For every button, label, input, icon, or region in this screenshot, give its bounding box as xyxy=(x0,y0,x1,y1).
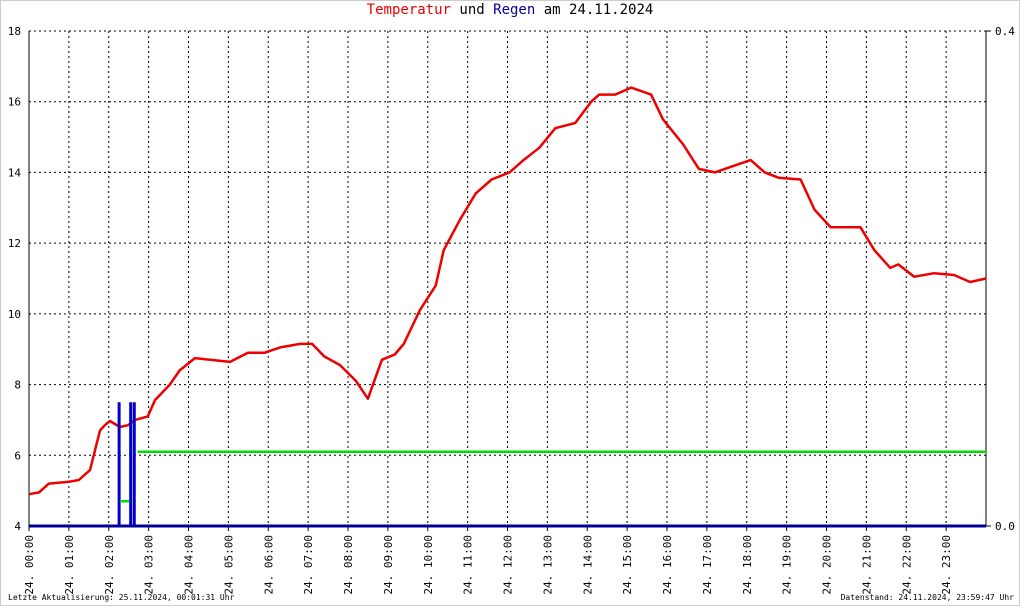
x-tick-label: 24. 10:00 xyxy=(422,535,435,595)
y-tick-label: 16 xyxy=(8,96,21,109)
x-tick-label: 24. 15:00 xyxy=(621,535,634,595)
y-tick-label: 8 xyxy=(14,379,21,392)
y-tick-label: 18 xyxy=(8,25,21,38)
title-part: Temperatur xyxy=(367,2,451,18)
y2-tick-label: 0.4 xyxy=(995,25,1015,38)
x-tick-label: 24. 20:00 xyxy=(821,535,834,595)
chart-title: Temperatur und Regen am 24.11.2024 xyxy=(367,2,654,18)
footer-left: Letzte Aktualisierung: 25.11.2024, 00:01… xyxy=(8,593,235,602)
y-tick-label: 4 xyxy=(14,520,21,533)
title-part: am 24.11.2024 xyxy=(544,2,654,18)
footer-right: Datenstand: 24.11.2024, 23:59:47 Uhr xyxy=(841,593,1015,602)
x-tick-label: 24. 13:00 xyxy=(541,535,554,595)
x-tick-label: 24. 01:00 xyxy=(63,535,76,595)
x-tick-label: 24. 14:00 xyxy=(581,535,594,595)
x-tick-label: 24. 08:00 xyxy=(342,535,355,595)
rain-bar xyxy=(117,402,121,526)
y-tick-label: 10 xyxy=(8,308,21,321)
x-tick-label: 24. 21:00 xyxy=(860,535,873,595)
x-tick-label: 24. 16:00 xyxy=(661,535,674,595)
title-part: und xyxy=(459,2,484,18)
x-tick-label: 24. 09:00 xyxy=(382,535,395,595)
x-tick-label: 24. 07:00 xyxy=(302,535,315,595)
x-tick-label: 24. 18:00 xyxy=(741,535,754,595)
x-tick-label: 24. 11:00 xyxy=(462,535,475,595)
x-tick-label: 24. 05:00 xyxy=(222,535,235,595)
x-tick-label: 24. 03:00 xyxy=(143,535,156,595)
y-tick-label: 6 xyxy=(14,449,21,462)
rain-bar xyxy=(129,402,133,526)
x-tick-label: 24. 22:00 xyxy=(900,535,913,595)
y-tick-label: 12 xyxy=(8,237,21,250)
x-tick-label: 24. 04:00 xyxy=(183,535,196,595)
x-tick-label: 24. 23:00 xyxy=(940,535,953,595)
x-tick-label: 24. 19:00 xyxy=(781,535,794,595)
x-tick-label: 24. 00:00 xyxy=(23,535,36,595)
y-tick-label: 14 xyxy=(8,166,22,179)
x-tick-label: 24. 06:00 xyxy=(262,535,275,595)
rain-bar xyxy=(132,402,136,526)
series-line xyxy=(119,450,986,503)
series-line xyxy=(28,86,987,496)
x-tick-label: 24. 02:00 xyxy=(103,535,116,595)
title-part: Regen xyxy=(493,2,535,18)
x-tick-label: 24. 17:00 xyxy=(701,535,714,595)
y2-tick-label: 0.0 xyxy=(995,520,1015,533)
x-tick-label: 24. 12:00 xyxy=(502,535,515,595)
